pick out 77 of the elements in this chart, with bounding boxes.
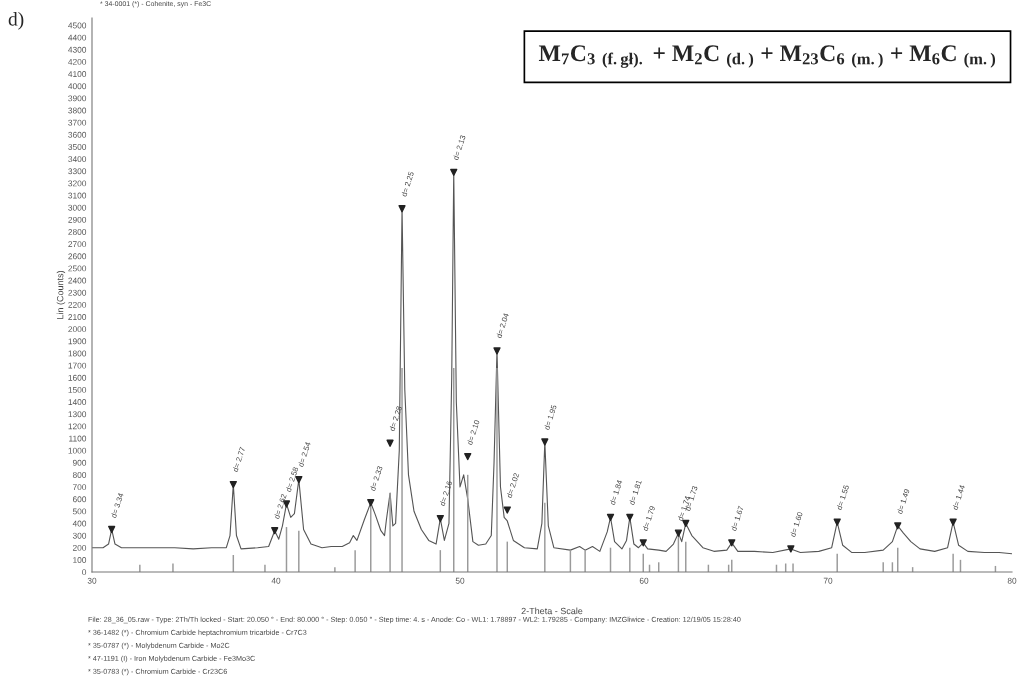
y-tick-label: 3900 <box>68 95 87 102</box>
y-tick-label: 2900 <box>68 216 87 223</box>
y-tick-label: 3300 <box>68 168 87 175</box>
y-tick-label: 1700 <box>68 362 87 369</box>
y-tick-label: 3400 <box>68 156 87 163</box>
y-tick-label: 400 <box>72 520 87 527</box>
y-tick-label: 2200 <box>68 301 87 308</box>
point <box>464 452 472 461</box>
point <box>949 518 957 526</box>
y-tick-label: 2100 <box>68 314 87 320</box>
y-tick-label: 1800 <box>68 350 87 357</box>
x-tick-label: 80 <box>1007 577 1017 584</box>
y-tick-label: 300 <box>72 532 87 539</box>
point <box>367 499 375 507</box>
point <box>493 347 501 355</box>
point <box>398 205 406 213</box>
point <box>606 513 615 521</box>
point <box>450 168 458 176</box>
point <box>894 522 902 530</box>
point <box>108 525 116 534</box>
y-tick-label: 1900 <box>68 338 87 345</box>
y-tick-label: 3200 <box>68 180 87 187</box>
y-tick-label: 4200 <box>68 58 87 65</box>
y-tick-label: 2300 <box>68 289 87 296</box>
point <box>787 545 795 553</box>
y-tick-label: 3000 <box>68 204 87 211</box>
y-tick-label: 1200 <box>68 423 87 430</box>
chart-title: M$_{7}$C$_{3 (f.gł).}$ + M$_{2}$C $_{(d.)}$ + M$_{23}$C$_{6 (m.)}$ + M$_{6}$C $_{(m.)}$ <box>538 45 996 68</box>
point <box>386 439 394 447</box>
y-tick-label: 3800 <box>68 107 87 114</box>
y-tick-label: 800 <box>72 472 87 478</box>
y-tick-label: 4500 <box>68 22 87 29</box>
x-tick-label: 70 <box>823 577 833 584</box>
point <box>674 529 683 537</box>
x-tick-label: 30 <box>87 577 97 584</box>
y-axis-title: Lin (Counts) <box>56 270 66 319</box>
y-tick-label: 2500 <box>68 265 87 272</box>
y-tick-label: 700 <box>72 484 87 491</box>
point <box>626 513 634 521</box>
y-tick-label: 3700 <box>68 119 87 126</box>
y-tick-label: 1000 <box>68 447 87 454</box>
y-tick-label: 100 <box>73 557 87 563</box>
y-tick-label: 3500 <box>68 143 87 150</box>
y-tick-label: 600 <box>72 496 87 503</box>
x-tick-label: 50 <box>455 577 465 584</box>
y-tick-label: 2800 <box>68 229 87 235</box>
y-tick-label: 4000 <box>68 83 87 90</box>
y-tick-label: 1100 <box>69 435 87 442</box>
text: d) <box>8 12 24 30</box>
x-tick-label: 40 <box>271 577 281 584</box>
point <box>728 539 736 547</box>
y-tick-label: 1400 <box>68 399 87 406</box>
point <box>271 527 279 535</box>
y-tick-label: 2600 <box>68 253 87 260</box>
x-axis-title: 2-Theta - Scale <box>521 607 583 615</box>
y-tick-label: 4100 <box>68 71 87 77</box>
point <box>436 514 444 523</box>
point <box>229 480 237 489</box>
y-tick-label: 1600 <box>68 374 87 381</box>
y-tick-label: 2400 <box>68 277 87 284</box>
point <box>639 539 647 547</box>
y-tick-label: 900 <box>72 459 87 466</box>
point <box>541 438 549 446</box>
point <box>503 506 511 514</box>
y-tick-label: 0 <box>82 569 87 576</box>
y-tick-label: 3100 <box>68 192 87 199</box>
y-tick-label: 2000 <box>68 326 87 333</box>
y-tick-label: 1300 <box>68 411 87 418</box>
y-tick-label: 2700 <box>68 241 87 248</box>
y-tick-label: 3600 <box>68 131 87 138</box>
y-tick-label: 500 <box>72 508 87 515</box>
y-tick-label: 200 <box>72 544 87 551</box>
y-tick-label: 1500 <box>68 386 87 393</box>
point <box>833 518 841 526</box>
y-tick-label: 4300 <box>68 46 87 53</box>
y-tick-label: 4400 <box>68 34 87 41</box>
x-tick-label: 60 <box>639 577 649 584</box>
